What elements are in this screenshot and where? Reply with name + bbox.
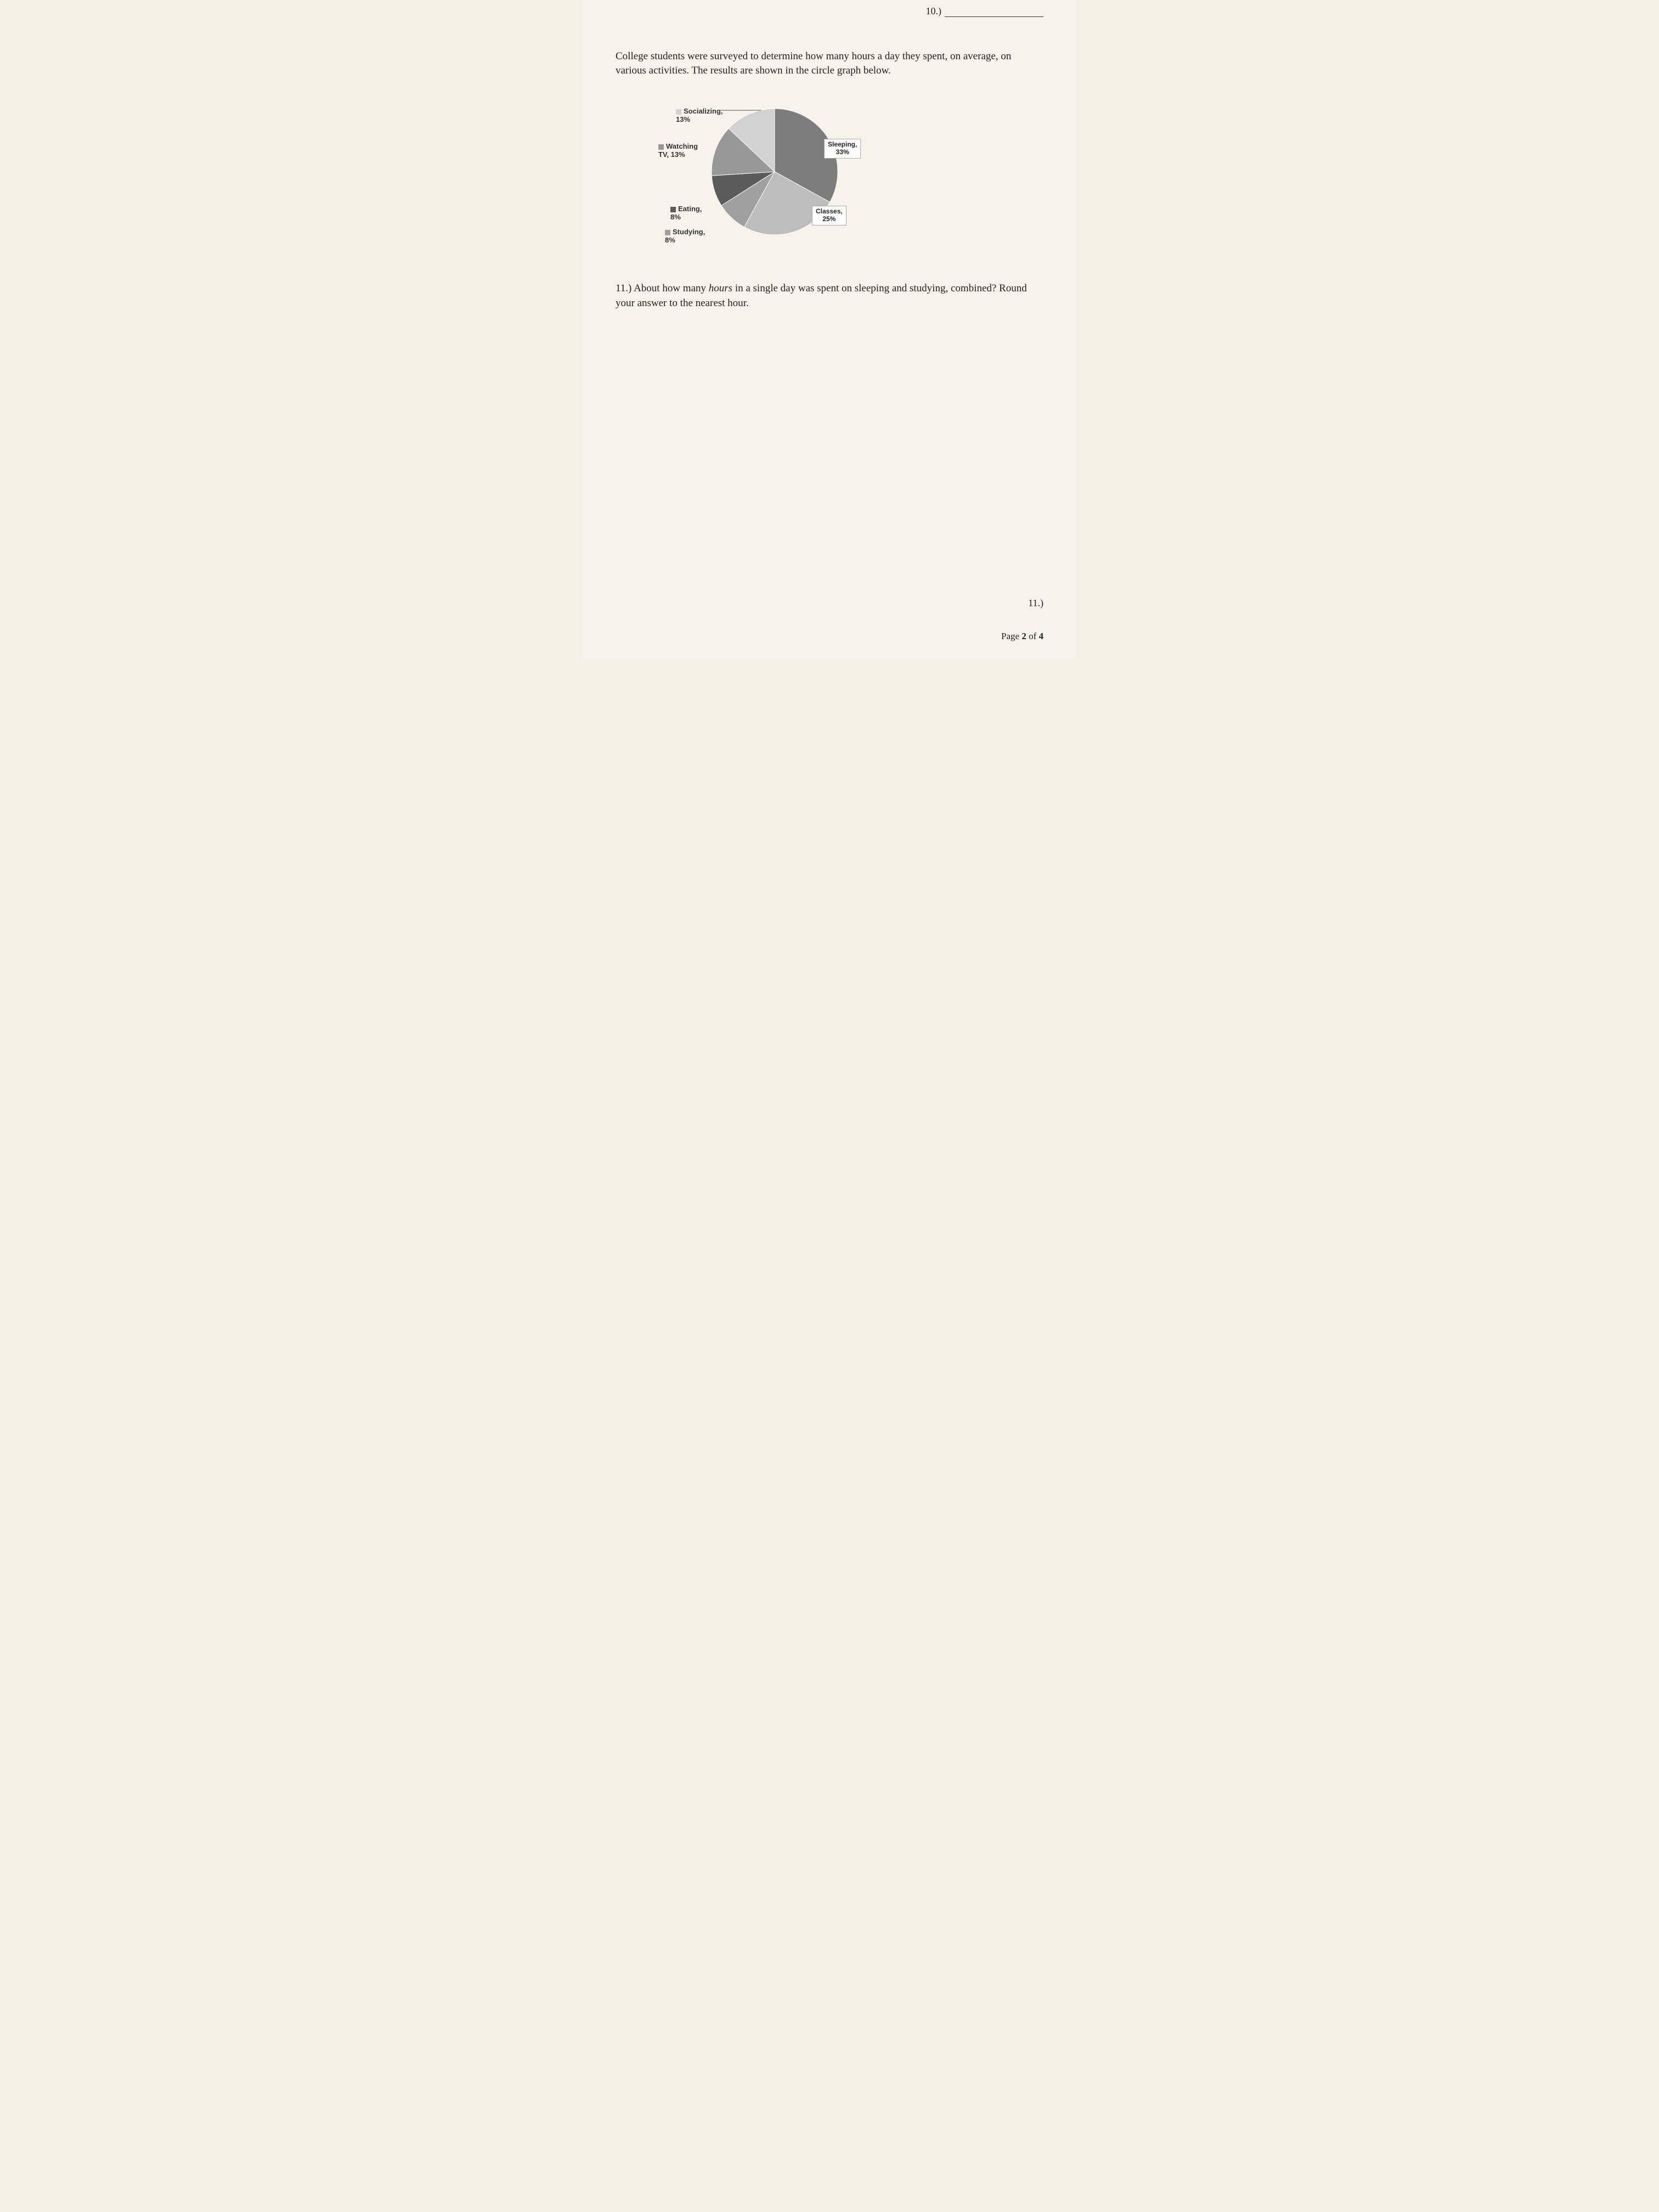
- page-footer: Page 2 of 4: [1001, 631, 1043, 642]
- worksheet-page: 10.) College students were surveyed to d…: [583, 0, 1076, 658]
- legend-watching-tv: WatchingTV, 13%: [658, 142, 698, 159]
- answer-blank-11: 11.): [1028, 597, 1043, 609]
- intro-text: College students were surveyed to determ…: [616, 49, 1043, 77]
- answer-11-label: 11.): [1028, 597, 1043, 608]
- page-current: 2: [1022, 631, 1026, 641]
- legend-socializing: Socializing,13%: [676, 107, 723, 123]
- callout-sleeping: Sleeping,33%: [824, 139, 861, 159]
- legend-swatch: [665, 230, 670, 235]
- question-11: 11.) About how many hours in a single da…: [616, 281, 1043, 311]
- legend-text: Socializing,13%: [676, 107, 723, 123]
- pie-chart: Sleeping,33% Classes,25% Studying,8% Eating…: [659, 89, 890, 259]
- answer-10-line: [945, 7, 1043, 17]
- answer-10-label: 10.): [926, 5, 942, 16]
- legend-swatch: [658, 144, 664, 150]
- legend-text: WatchingTV, 13%: [658, 142, 698, 159]
- q11-text-a: About how many: [634, 283, 709, 294]
- legend-eating: Eating,8%: [670, 205, 702, 221]
- legend-swatch: [676, 109, 681, 115]
- q11-number: 11.): [616, 283, 631, 294]
- page-total: 4: [1039, 631, 1044, 641]
- callout-classes: Classes,25%: [812, 206, 847, 225]
- q11-italic: hours: [709, 283, 732, 294]
- legend-studying: Studying,8%: [665, 228, 705, 244]
- legend-text: Studying,8%: [665, 228, 705, 244]
- legend-swatch: [670, 207, 676, 212]
- answer-blank-10: 10.): [926, 5, 1044, 17]
